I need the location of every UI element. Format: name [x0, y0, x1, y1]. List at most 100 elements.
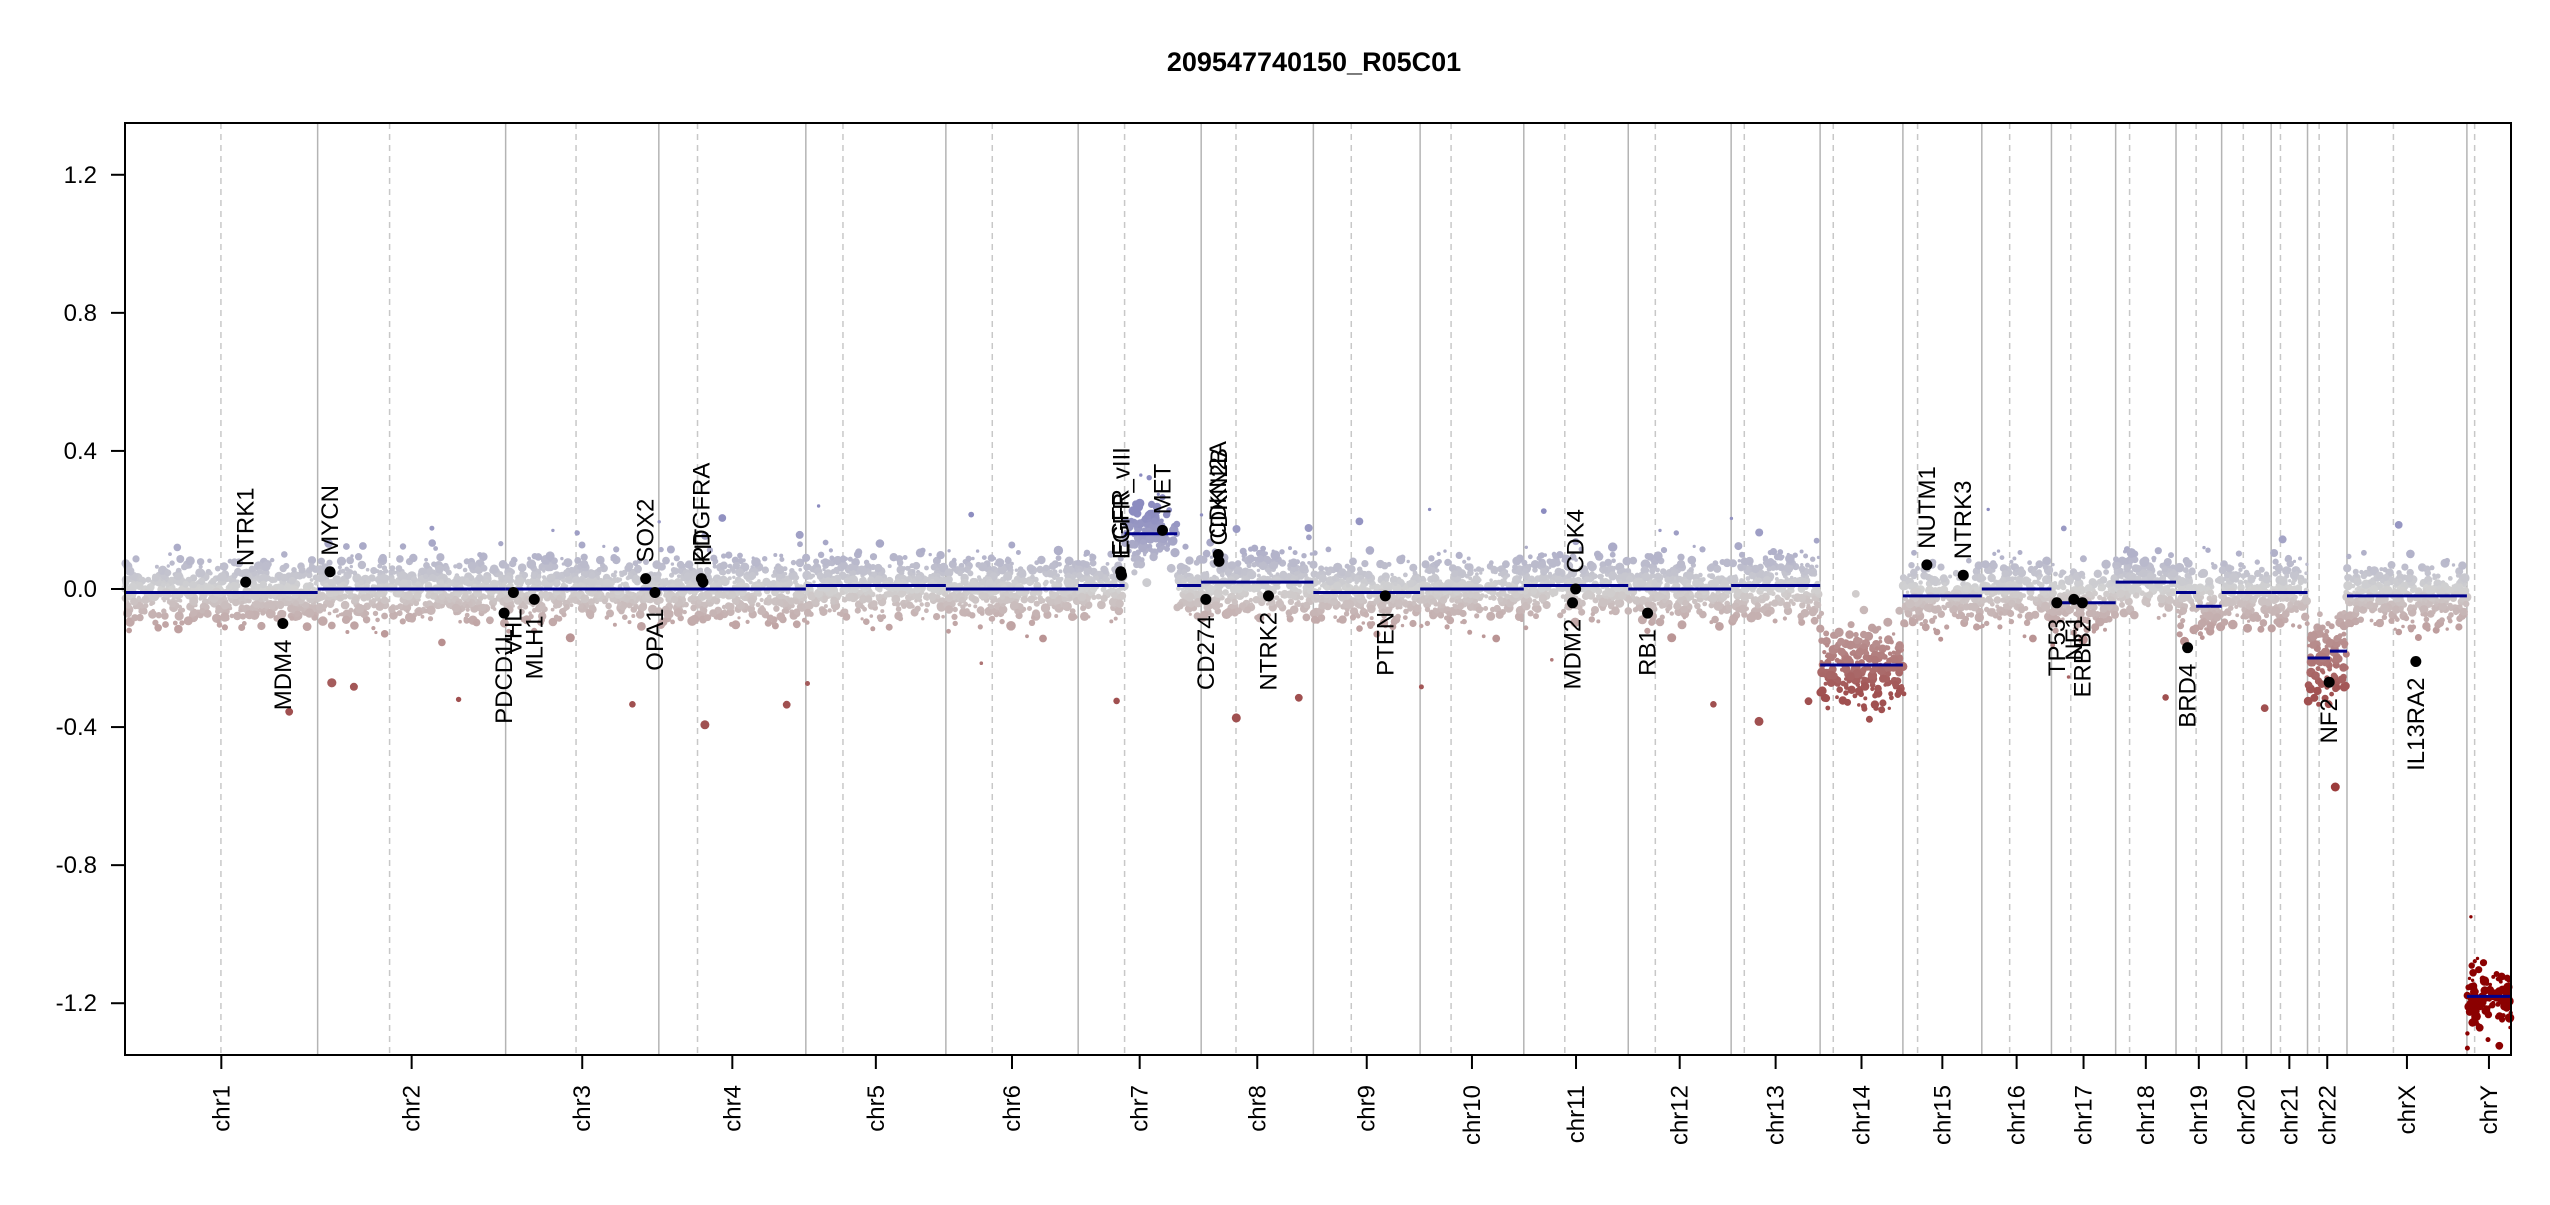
- probe-point: [1771, 566, 1776, 571]
- probe-point: [1428, 508, 1431, 511]
- probe-point: [1445, 624, 1450, 629]
- probe-point: [702, 608, 707, 613]
- probe-point: [198, 578, 205, 585]
- probe-point: [161, 582, 166, 587]
- probe-point: [1554, 560, 1561, 567]
- probe-point: [394, 605, 399, 610]
- probe-point: [221, 564, 227, 570]
- probe-point: [1029, 620, 1035, 626]
- probe-point: [1497, 596, 1503, 602]
- probe-point: [671, 596, 678, 603]
- probe-point: [1527, 601, 1530, 604]
- probe-point: [1496, 580, 1501, 585]
- probe-point: [1814, 538, 1820, 544]
- probe-point: [409, 554, 417, 562]
- probe-point: [380, 574, 389, 583]
- probe-point: [610, 554, 617, 561]
- probe-point: [433, 546, 438, 551]
- probe-point: [475, 566, 482, 573]
- probe-point: [1260, 546, 1266, 552]
- probe-point: [936, 595, 940, 599]
- probe-point: [1805, 598, 1810, 603]
- probe-point: [978, 592, 985, 599]
- probe-point: [141, 596, 149, 604]
- probe-point: [1824, 682, 1828, 686]
- probe-point: [218, 572, 227, 581]
- probe-point: [354, 582, 360, 588]
- probe-point: [423, 562, 430, 569]
- probe-point: [1224, 569, 1231, 576]
- probe-point: [1777, 563, 1785, 571]
- probe-point: [265, 576, 270, 581]
- probe-point: [232, 599, 240, 607]
- probe-point: [756, 602, 761, 607]
- probe-point: [1543, 553, 1547, 557]
- probe-point: [1503, 575, 1508, 580]
- probe-point: [1670, 611, 1674, 615]
- probe-point: [1892, 632, 1895, 635]
- probe-point: [1181, 587, 1185, 591]
- probe-point: [1425, 621, 1430, 626]
- probe-point: [929, 553, 932, 556]
- probe-point: [328, 579, 335, 586]
- probe-point: [1434, 608, 1440, 614]
- probe-point: [902, 566, 906, 570]
- probe-point: [132, 555, 139, 562]
- probe-point: [915, 575, 922, 582]
- probe-point: [169, 560, 174, 565]
- probe-point: [372, 598, 376, 602]
- probe-point: [764, 567, 768, 571]
- probe-point: [174, 544, 182, 552]
- probe-point: [733, 598, 739, 604]
- probe-point: [484, 555, 488, 559]
- probe-point: [1091, 595, 1096, 600]
- probe-point: [145, 577, 151, 583]
- probe-point: [1409, 564, 1417, 572]
- probe-point: [184, 616, 193, 625]
- probe-point: [152, 574, 160, 582]
- probe-point: [1474, 613, 1479, 618]
- probe-point: [1247, 563, 1252, 568]
- probe-point: [1517, 608, 1523, 614]
- probe-point: [952, 558, 957, 563]
- probe-point: [1532, 603, 1535, 606]
- probe-point: [568, 567, 575, 574]
- probe-point: [1502, 560, 1510, 568]
- probe-point: [1458, 598, 1463, 603]
- probe-point: [737, 553, 743, 559]
- probe-point: [1019, 570, 1027, 578]
- probe-point: [431, 561, 437, 567]
- probe-point: [1247, 555, 1255, 563]
- probe-point: [1765, 610, 1772, 617]
- probe-point: [1257, 555, 1264, 562]
- probe-point: [178, 605, 182, 609]
- probe-point: [566, 633, 575, 642]
- probe-point: [1476, 606, 1483, 613]
- probe-point: [337, 571, 342, 576]
- probe-point: [624, 595, 630, 601]
- probe-point: [522, 572, 528, 578]
- probe-point: [497, 592, 503, 598]
- probe-point: [504, 575, 511, 582]
- probe-point: [458, 620, 462, 624]
- probe-point: [155, 565, 159, 569]
- probe-point: [174, 573, 182, 581]
- probe-point: [1430, 567, 1436, 573]
- probe-point: [749, 580, 753, 584]
- probe-point: [883, 591, 889, 597]
- probe-point: [1057, 562, 1062, 567]
- probe-point: [1740, 592, 1749, 601]
- probe-point: [1711, 616, 1719, 624]
- probe-point: [690, 615, 699, 624]
- probe-point: [1531, 588, 1537, 594]
- probe-point: [863, 618, 870, 625]
- probe-point: [1146, 535, 1155, 544]
- probe-point: [748, 597, 755, 604]
- probe-point: [823, 596, 828, 601]
- probe-point: [1027, 581, 1032, 586]
- probe-point: [1318, 602, 1326, 610]
- probe-point: [1771, 599, 1778, 606]
- probe-point: [1279, 571, 1287, 579]
- probe-point: [1473, 599, 1478, 604]
- probe-point: [1109, 619, 1113, 623]
